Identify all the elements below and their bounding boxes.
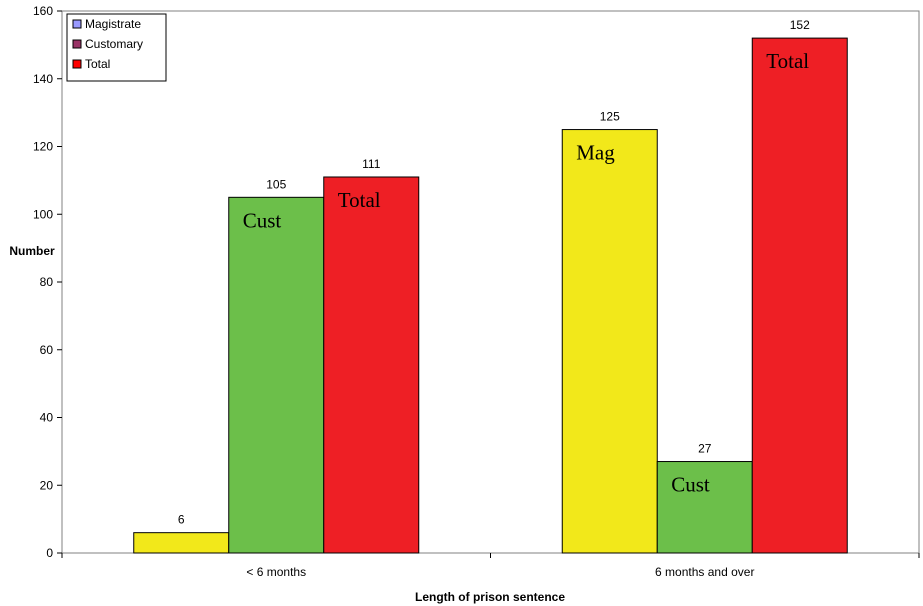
bar-total — [751, 37, 848, 554]
legend: Magistrate Customary Total — [66, 13, 167, 82]
y-tick-label: 20 — [40, 478, 54, 492]
x-axis: < 6 months 6 months and over — [61, 553, 920, 579]
y-tick-label: 0 — [46, 546, 53, 560]
bar-annotation: Cust — [671, 473, 710, 497]
bar-total — [323, 176, 420, 554]
bar-annotation: Mag — [576, 141, 615, 165]
y-tick-label: 80 — [40, 275, 54, 289]
bar-magistrate — [133, 532, 230, 554]
legend-swatch — [72, 19, 82, 29]
bar-customary — [656, 461, 753, 554]
data-label: 27 — [698, 442, 712, 456]
y-tick-label: 40 — [40, 411, 54, 425]
bar-annotation: Total — [766, 49, 809, 73]
bar-annotation: Cust — [243, 208, 282, 232]
data-label: 6 — [178, 513, 185, 527]
bar-annotation: Total — [338, 188, 381, 212]
data-labels-group: 6 105 Cust 111 Total 125 Mag 27 Cust 152 Total — [178, 18, 810, 527]
data-label: 125 — [600, 110, 620, 124]
y-axis: 0 20 40 60 80 100 120 140 160 — [33, 4, 62, 560]
legend-swatch — [72, 39, 82, 49]
x-tick-label: < 6 months — [246, 565, 306, 579]
data-label: 111 — [362, 157, 381, 171]
y-tick-label: 120 — [33, 140, 53, 154]
legend-swatch — [72, 59, 82, 69]
y-tick-label: 140 — [33, 72, 53, 86]
x-axis-title: Length of prison sentence — [415, 590, 565, 604]
data-label: 152 — [790, 18, 810, 32]
legend-label: Total — [85, 57, 110, 71]
bars-group — [133, 37, 848, 554]
legend-box — [66, 13, 167, 82]
x-tick-label: 6 months and over — [655, 565, 754, 579]
legend-label: Magistrate — [85, 17, 141, 31]
bar-customary — [228, 196, 325, 554]
data-label: 105 — [266, 177, 286, 191]
y-tick-label: 160 — [33, 4, 53, 18]
bar-magistrate — [561, 129, 658, 554]
legend-label: Customary — [85, 37, 143, 51]
y-axis-title: Number — [9, 244, 55, 258]
y-tick-label: 100 — [33, 207, 53, 221]
y-tick-label: 60 — [40, 343, 54, 357]
